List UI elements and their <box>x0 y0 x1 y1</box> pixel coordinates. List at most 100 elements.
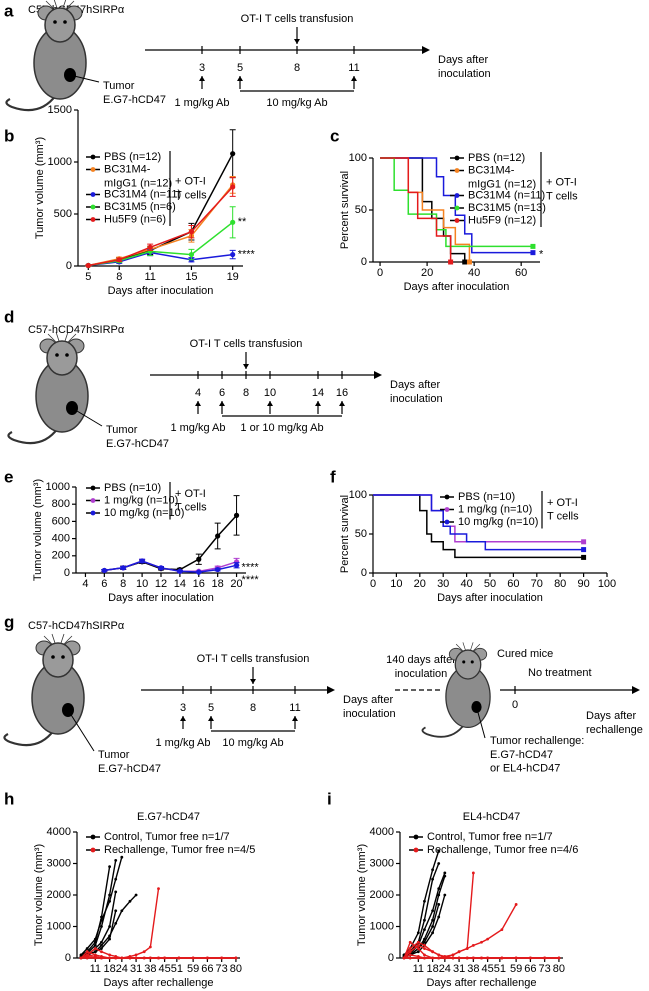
x-tick-label: 20 <box>230 578 242 590</box>
transfusion-label: OT-I T cells transfusion <box>197 653 310 665</box>
legend-marker <box>90 217 96 222</box>
point <box>108 893 111 897</box>
point <box>234 956 238 960</box>
y-tick-label: 1000 <box>47 920 71 932</box>
y-axis-label: Tumor volume (mm³) <box>34 137 46 239</box>
point <box>188 251 195 258</box>
point <box>431 868 434 872</box>
point <box>100 950 103 954</box>
y-axis-label: Percent survival <box>339 495 351 573</box>
transfusion-arrow-head <box>250 679 256 684</box>
rechallenge-arrow <box>632 686 640 694</box>
legend-marker <box>90 154 96 160</box>
group-label: + OT-I T cells <box>547 497 579 523</box>
point <box>100 940 103 944</box>
y-tick-label: 100 <box>349 152 367 164</box>
mouse-tail <box>7 427 59 445</box>
point <box>500 956 504 960</box>
point <box>100 918 103 922</box>
timeline-day: 8 <box>294 62 300 74</box>
legend-label: Control, Tumor free n=1/7 <box>427 831 553 843</box>
y-tick-label: 1500 <box>48 104 72 116</box>
transfusion-arrow-head <box>294 39 300 44</box>
y-tick-label: 0 <box>361 567 367 579</box>
point <box>215 566 221 573</box>
point <box>408 947 412 950</box>
dose-arrow-head <box>237 76 243 81</box>
point <box>408 953 412 957</box>
point <box>114 956 118 960</box>
point <box>408 956 412 960</box>
x-axis-label: Days after inoculation <box>437 592 543 604</box>
point <box>93 944 97 947</box>
significance: **** <box>242 562 260 574</box>
point <box>177 568 183 574</box>
point <box>514 903 518 906</box>
point <box>101 567 107 574</box>
point <box>423 956 426 960</box>
tumor-pointer <box>69 74 100 83</box>
y-tick-label: 800 <box>52 498 70 510</box>
point <box>114 877 118 881</box>
timeline-arrow <box>422 46 430 54</box>
survival-curve <box>373 494 584 559</box>
point <box>116 257 122 263</box>
point <box>457 950 461 954</box>
mouse-whiskers <box>43 633 73 645</box>
x-axis-label: Days after rechallenge <box>426 977 536 989</box>
timeline-day: 3 <box>180 702 186 714</box>
panel-label: c <box>330 126 339 145</box>
group-label: + OT-I T cells <box>175 175 207 201</box>
point <box>108 937 111 941</box>
x-tick-label: 30 <box>437 578 449 590</box>
series-line <box>104 560 237 573</box>
point <box>431 931 434 935</box>
dose-arrow-head <box>315 401 321 406</box>
point <box>108 865 111 869</box>
point <box>85 956 89 960</box>
tumor-growth-line <box>80 857 123 956</box>
y-tick-label: 1000 <box>48 156 72 168</box>
legend-label: BC31M5 (n=13) <box>468 202 546 214</box>
x-tick-label: 60 <box>507 578 519 590</box>
y-axis-label: Tumor volume (mm³) <box>32 479 44 581</box>
tumor-growth-line <box>80 860 117 958</box>
legend-label: PBS (n=10) <box>104 482 161 494</box>
legend-label: 10 mg/kg (n=10) <box>458 516 538 528</box>
low-dose-label: 1 mg/kg Ab <box>155 737 210 749</box>
x-tick-label: 0 <box>370 578 376 590</box>
point <box>471 944 475 947</box>
timeline-day: 11 <box>348 62 359 74</box>
legend-label: PBS (n=12) <box>468 152 525 164</box>
x-tick-label: 6 <box>101 578 107 590</box>
y-tick-label: 3000 <box>47 857 71 869</box>
legend-label: BC31M4-mIgG1 (n=12) <box>104 163 172 189</box>
censor-marker <box>466 259 472 265</box>
chart-title: E.G7-hCD47 <box>137 811 200 823</box>
point <box>451 956 455 960</box>
legend-marker <box>90 167 96 172</box>
panel-label: a <box>4 1 14 20</box>
y-tick-label: 600 <box>52 515 70 527</box>
point <box>230 184 236 190</box>
point <box>158 565 164 571</box>
transfusion-arrow-head <box>243 364 249 369</box>
mouse-eye <box>61 655 65 659</box>
x-tick-label: 10 <box>390 578 402 590</box>
mouse-icon <box>421 642 491 738</box>
mouse-tail <box>421 723 466 738</box>
y-tick-label: 400 <box>52 533 70 545</box>
timeline-day: 5 <box>208 702 214 714</box>
point <box>431 956 434 960</box>
point <box>416 950 420 954</box>
point <box>233 512 240 518</box>
point <box>114 921 118 925</box>
point <box>177 956 181 960</box>
point <box>100 944 103 947</box>
strain-label: C57-hCD47hSIRPα <box>28 620 125 632</box>
point <box>114 890 118 894</box>
panel-label: b <box>4 126 14 145</box>
y-tick-label: 200 <box>52 550 70 562</box>
x-tick-label: 5 <box>85 271 91 283</box>
